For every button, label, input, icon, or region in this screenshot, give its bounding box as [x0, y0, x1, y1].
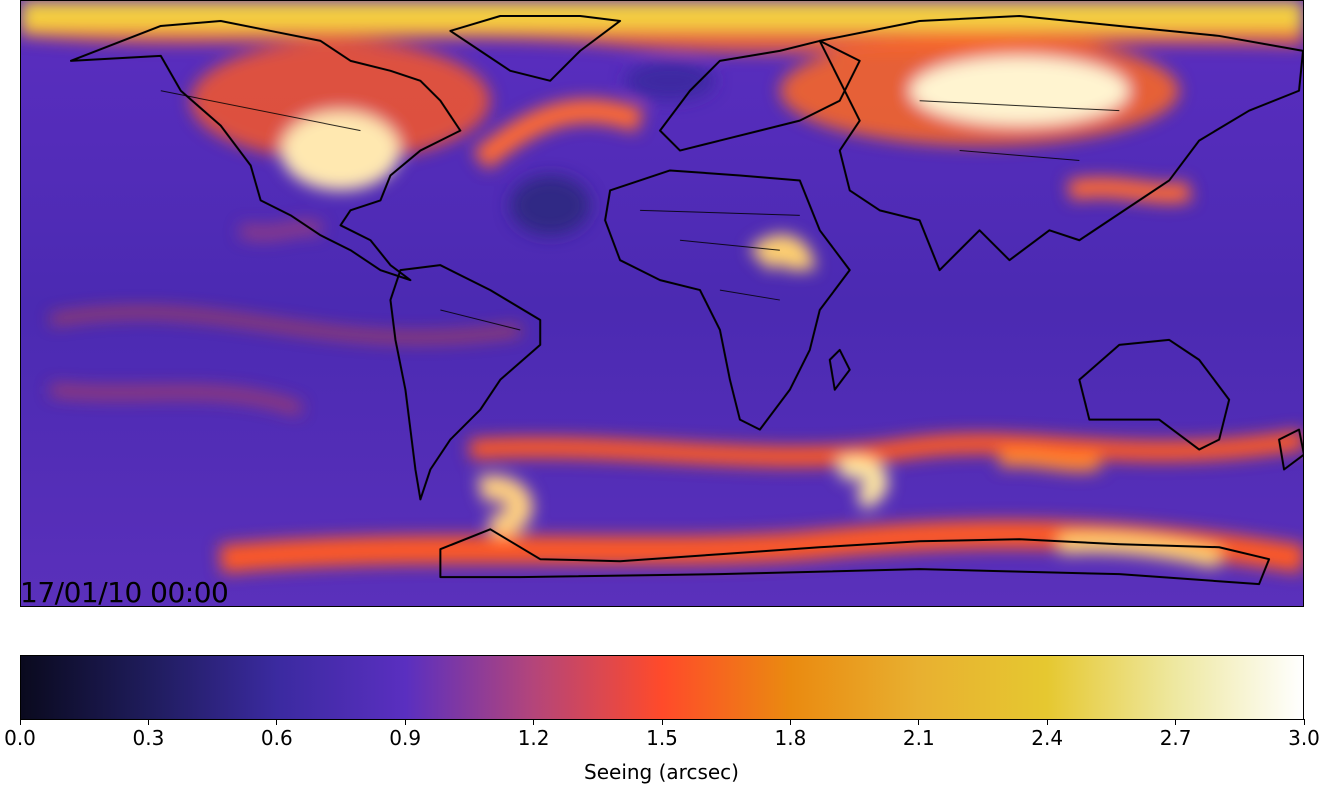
coast-south-america	[389, 264, 542, 501]
colorbar-tick-mark	[789, 719, 791, 725]
colorbar-tick-label: 0.9	[389, 726, 422, 750]
colorbar-tick-mark	[918, 719, 920, 725]
colorbar-tick-label: 0.6	[260, 726, 293, 750]
colorbar-tick-mark	[276, 719, 278, 725]
colorbar	[20, 655, 1304, 720]
coast-africa	[604, 169, 851, 431]
seeing-map	[20, 0, 1304, 607]
coast-australia	[1078, 338, 1231, 451]
colorbar-tick-label: 3.0	[1288, 726, 1320, 750]
colorbar-tick-mark	[661, 719, 663, 725]
colorbar-tick-label: 0.3	[132, 726, 165, 750]
colorbar-tick-mark	[147, 719, 149, 725]
colorbar-tick-label: 1.2	[517, 726, 550, 750]
colorbar-tick-mark	[1303, 719, 1305, 725]
coast-madagascar	[828, 348, 851, 391]
colorbar-tick-label: 2.1	[902, 726, 935, 750]
timestamp-label: 17/01/10 00:00	[20, 576, 229, 609]
colorbar-tick-mark	[404, 719, 406, 725]
coast-greenland	[449, 14, 622, 82]
colorbar-tick-label: 2.7	[1159, 726, 1192, 750]
seeing-field	[21, 1, 1303, 574]
coast-north-america	[69, 19, 462, 282]
coast-europe	[659, 39, 861, 152]
coast-asia	[818, 14, 1303, 272]
colorbar-label: Seeing (arcsec)	[584, 760, 739, 784]
colorbar-tick-label: 2.4	[1031, 726, 1064, 750]
colorbar-tick-label: 0.0	[4, 726, 36, 750]
colorbar-tick-mark	[1175, 719, 1177, 725]
coast-antarctica	[439, 528, 1271, 586]
colorbar-tick-mark	[19, 719, 21, 725]
colorbar-tick-mark	[1046, 719, 1048, 725]
colorbar-tick-label: 1.5	[646, 726, 678, 750]
coastlines	[69, 14, 1303, 586]
coast-new-zealand	[1278, 428, 1303, 471]
world-map-svg	[21, 1, 1303, 606]
borders	[160, 90, 1120, 331]
colorbar-tick-mark	[533, 719, 535, 725]
colorbar-tick-label: 1.8	[774, 726, 807, 750]
